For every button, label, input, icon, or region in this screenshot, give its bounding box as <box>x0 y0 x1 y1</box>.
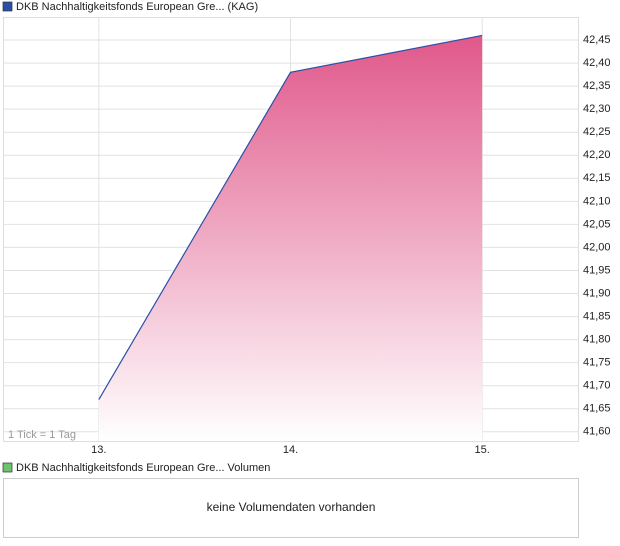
annotation: 1 Tick = 1 Tag <box>8 429 76 441</box>
volume-panel <box>3 478 579 538</box>
x-tick-label: 15. <box>475 444 490 456</box>
y-tick-label: 42,00 <box>583 241 611 253</box>
line <box>98 34 483 400</box>
y-tick-label: 41,90 <box>583 287 611 299</box>
y-tick-label: 42,10 <box>583 195 611 207</box>
y-tick-label: 41,65 <box>583 403 611 415</box>
y-tick-label: 42,35 <box>583 80 611 92</box>
y-tick-label: 42,20 <box>583 149 611 161</box>
legend-label: DKB Nachhaltigkeitsfonds European Gre...… <box>16 462 270 474</box>
x-tick-label: 14. <box>283 444 298 456</box>
y-tick-label: 41,85 <box>583 310 611 322</box>
legend-swatch <box>2 462 13 473</box>
volume-message: keine Volumendaten vorhanden <box>207 500 376 514</box>
x-tick-label: 13. <box>91 444 106 456</box>
y-tick-label: 42,15 <box>583 172 611 184</box>
y-tick-label: 42,30 <box>583 103 611 115</box>
legend-swatch <box>2 1 13 12</box>
legend-label: DKB Nachhaltigkeitsfonds European Gre...… <box>16 1 258 13</box>
y-tick-label: 42,45 <box>583 34 611 46</box>
area <box>98 35 483 441</box>
y-tick-label: 41,60 <box>583 426 611 438</box>
y-tick-label: 41,95 <box>583 264 611 276</box>
y-tick-label: 42,40 <box>583 57 611 69</box>
y-tick-label: 41,70 <box>583 380 611 392</box>
y-tick-label: 42,25 <box>583 126 611 138</box>
y-tick-label: 41,75 <box>583 357 611 369</box>
y-tick-label: 41,80 <box>583 334 611 346</box>
y-tick-label: 42,05 <box>583 218 611 230</box>
